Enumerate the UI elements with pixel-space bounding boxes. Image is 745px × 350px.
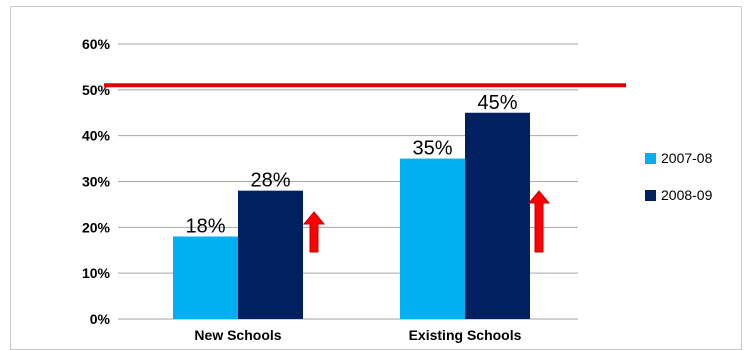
category-label-1: Existing Schools — [409, 327, 522, 343]
data-label-2007-08-0: 18% — [185, 216, 225, 238]
y-tick-label-4: 40% — [82, 128, 111, 144]
y-tick-label-2: 20% — [82, 219, 111, 235]
y-tick-label-3: 30% — [82, 174, 111, 190]
y-tick-label-5: 50% — [82, 82, 111, 98]
data-label-2008-09-0: 28% — [250, 170, 290, 192]
category-label-0: New Schools — [194, 327, 281, 343]
chart-frame — [10, 6, 742, 350]
increase-arrow-new-schools — [302, 211, 326, 253]
bar-2008-09-0 — [238, 190, 303, 319]
y-tick-label-6: 60% — [82, 36, 111, 52]
increase-arrow-existing-schools — [527, 190, 551, 253]
legend-swatch-2008-09 — [645, 190, 656, 201]
y-tick-label-1: 10% — [82, 265, 111, 281]
legend-label-2007-08: 2007-08 — [661, 150, 713, 166]
bar-2007-08-0 — [173, 236, 238, 319]
data-label-2008-09-1: 45% — [477, 92, 517, 114]
legend-swatch-2007-08 — [645, 153, 656, 164]
bar-2007-08-1 — [400, 158, 465, 319]
legend-label-2008-09: 2008-09 — [661, 187, 713, 203]
bar-2008-09-1 — [465, 112, 530, 319]
y-tick-label-0: 0% — [90, 311, 111, 327]
data-label-2007-08-1: 35% — [412, 138, 452, 160]
